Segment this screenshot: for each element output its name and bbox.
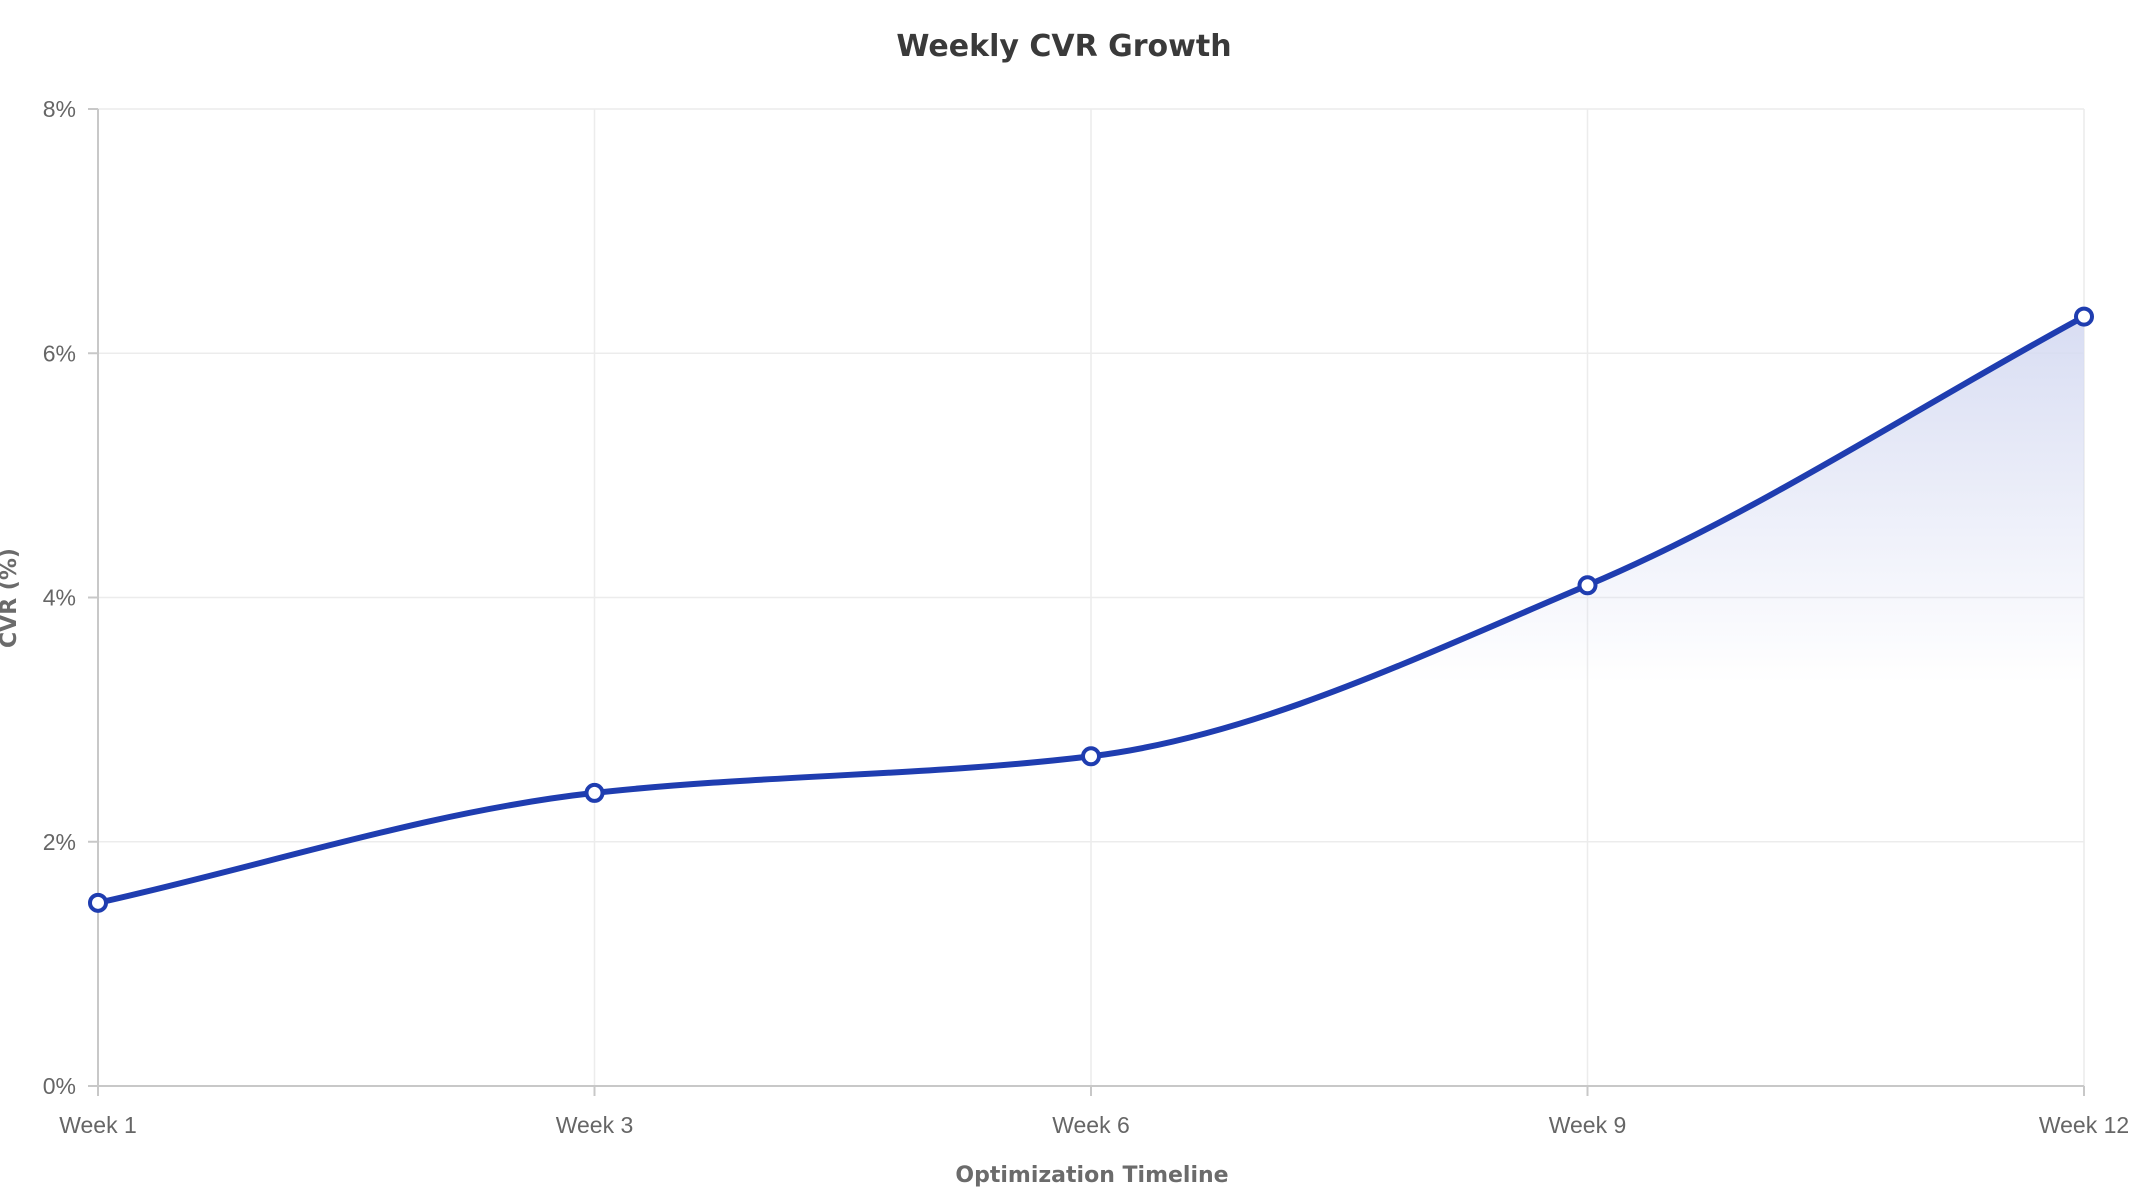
y-axis-title: CVR (%) <box>0 548 22 648</box>
area-fill-layer <box>98 316 2084 1086</box>
series-area-fill <box>98 316 2084 1086</box>
y-tick-label: 6% <box>43 340 76 366</box>
data-point[interactable] <box>88 892 108 913</box>
x-axis-tick-labels: Week 1 Week 3 Week 6 Week 9 Week 12 <box>59 1112 2129 1138</box>
y-tick-label: 2% <box>43 829 76 855</box>
data-point[interactable] <box>2074 306 2094 327</box>
y-tick-label: 0% <box>43 1073 76 1099</box>
data-point[interactable] <box>1577 575 1598 596</box>
x-tick-label: Week 12 <box>2039 1112 2129 1138</box>
x-tick-label: Week 6 <box>1052 1112 1130 1138</box>
x-axis-title: Optimization Timeline <box>955 1163 1228 1188</box>
data-points <box>88 306 2094 913</box>
axes <box>88 108 2085 1096</box>
chart-title: Weekly CVR Growth <box>896 29 1231 64</box>
x-tick-label: Week 3 <box>556 1112 634 1138</box>
x-tick-label: Week 9 <box>1549 1112 1627 1138</box>
data-point[interactable] <box>1081 746 1101 767</box>
y-tick-label: 4% <box>43 585 76 611</box>
x-tick-label: Week 1 <box>59 1112 137 1138</box>
data-point[interactable] <box>584 782 605 803</box>
y-axis-tick-labels: 0% 2% 4% 6% 8% <box>43 96 76 1099</box>
y-tick-label: 8% <box>43 96 76 122</box>
